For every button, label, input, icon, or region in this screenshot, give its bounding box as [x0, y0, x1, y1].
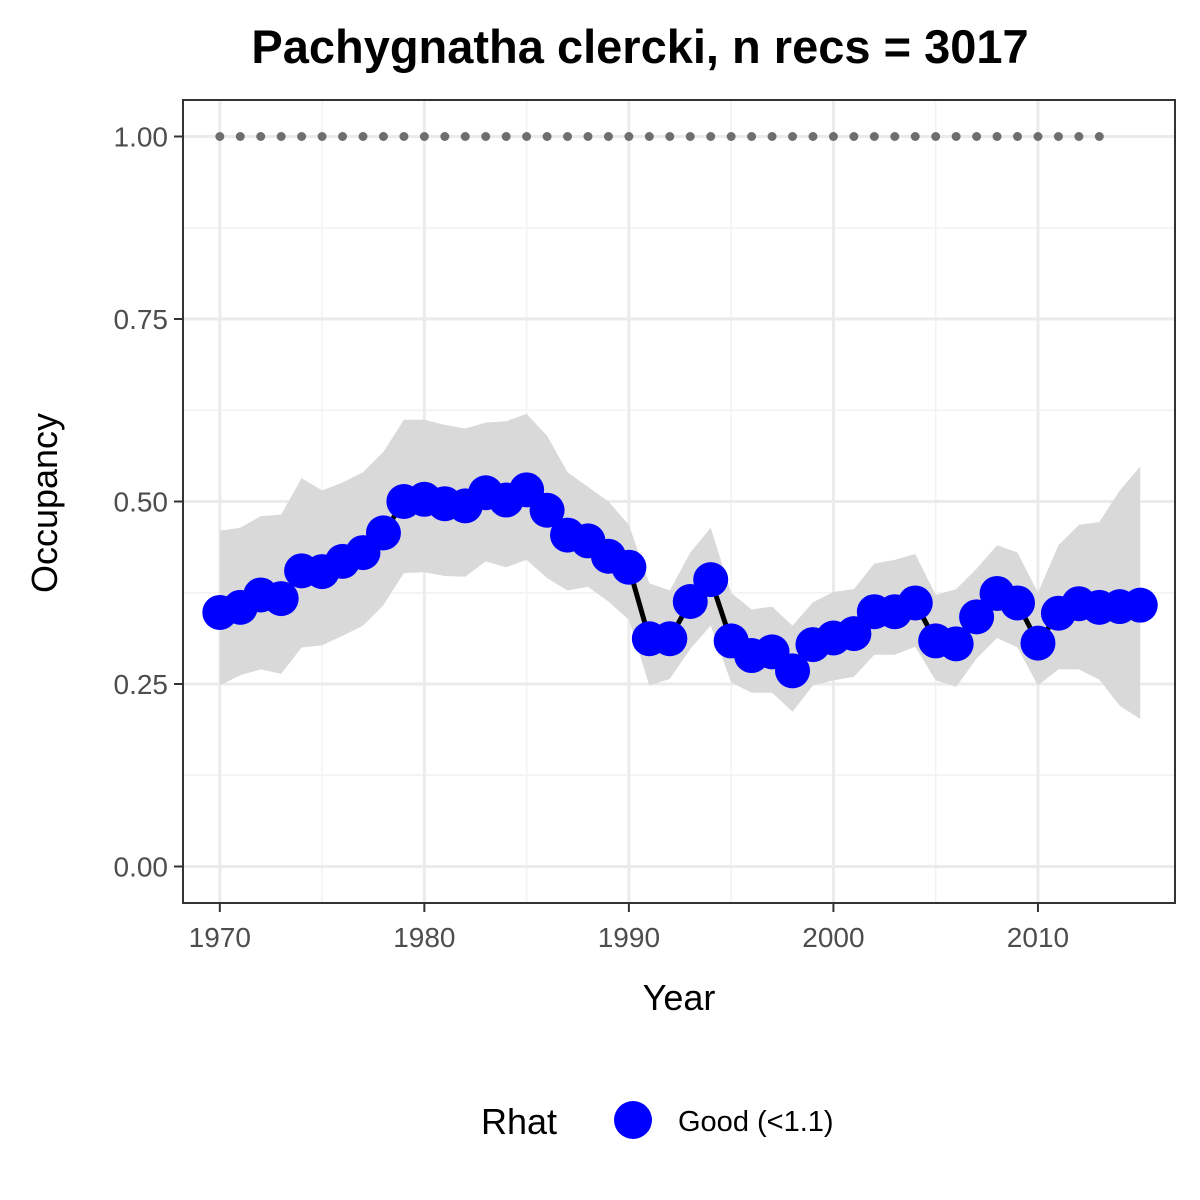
reference-dot: [890, 132, 900, 141]
reference-dot: [235, 132, 245, 141]
data-point: [652, 621, 688, 657]
y-axis-title: Occupancy: [24, 413, 65, 593]
reference-dot: [869, 132, 879, 141]
data-points: [202, 472, 1158, 689]
reference-dot: [1094, 132, 1104, 141]
reference-dot: [726, 132, 736, 141]
y-tick-label: 0.75: [114, 304, 169, 335]
reference-dot: [910, 132, 920, 141]
reference-dot: [338, 132, 348, 141]
reference-dot: [215, 132, 225, 141]
reference-dot: [747, 132, 757, 141]
data-point: [938, 626, 974, 662]
x-tick-label: 2000: [802, 922, 864, 953]
reference-dot: [481, 132, 491, 141]
data-point: [1122, 587, 1158, 623]
legend-key-good: [614, 1101, 652, 1139]
reference-dot: [808, 132, 818, 141]
reference-dot: [1074, 132, 1084, 141]
data-point: [1000, 585, 1036, 621]
reference-dot: [583, 132, 593, 141]
reference-dot: [542, 132, 552, 141]
reference-dot: [1053, 132, 1063, 141]
reference-dot: [399, 132, 409, 141]
reference-dot: [624, 132, 634, 141]
chart-title: Pachygnatha clercki, n recs = 3017: [251, 20, 1028, 73]
data-point: [959, 599, 995, 635]
reference-dot: [849, 132, 859, 141]
y-tick-label: 0.50: [114, 487, 169, 518]
y-tick-label: 0.00: [114, 852, 169, 883]
reference-dot: [706, 132, 716, 141]
reference-dots: [215, 132, 1104, 141]
reference-dot: [440, 132, 450, 141]
reference-dot: [644, 132, 654, 141]
x-tick-label: 1970: [189, 922, 251, 953]
legend-title: Rhat: [481, 1101, 557, 1142]
reference-dot: [522, 132, 532, 141]
x-axis-title: Year: [643, 977, 716, 1018]
data-point: [775, 653, 811, 689]
reference-dot: [828, 132, 838, 141]
data-point: [611, 549, 647, 585]
reference-dot: [419, 132, 429, 141]
data-point: [836, 616, 872, 652]
x-axis-ticks: 1970 1980 1990 2000 2010: [189, 903, 1069, 953]
reference-dot: [378, 132, 388, 141]
reference-dot: [276, 132, 286, 141]
reference-dot: [317, 132, 327, 141]
reference-dot: [501, 132, 511, 141]
data-point: [897, 585, 933, 621]
reference-dot: [297, 132, 307, 141]
reference-dot: [972, 132, 982, 141]
data-point: [263, 581, 299, 617]
x-tick-label: 1980: [393, 922, 455, 953]
y-tick-label: 1.00: [114, 122, 169, 153]
reference-dot: [992, 132, 1002, 141]
reference-dot: [951, 132, 961, 141]
data-point: [365, 515, 401, 551]
reference-dot: [1013, 132, 1023, 141]
y-axis-ticks: 0.00 0.25 0.50 0.75 1.00: [114, 122, 183, 883]
reference-dot: [665, 132, 675, 141]
data-point: [672, 584, 708, 620]
reference-dot: [256, 132, 266, 141]
data-point: [1020, 625, 1056, 661]
x-tick-label: 1990: [598, 922, 660, 953]
legend: Rhat Good (<1.1): [481, 1101, 834, 1142]
reference-dot: [460, 132, 470, 141]
data-point: [693, 562, 729, 598]
reference-dot: [358, 132, 368, 141]
reference-dot: [788, 132, 798, 141]
reference-dot: [603, 132, 613, 141]
legend-label-good: Good (<1.1): [678, 1106, 834, 1138]
reference-dot: [563, 132, 573, 141]
y-tick-label: 0.25: [114, 669, 169, 700]
reference-dot: [1033, 132, 1043, 141]
x-tick-label: 2010: [1007, 922, 1069, 953]
data-point: [529, 492, 565, 528]
reference-dot: [931, 132, 941, 141]
reference-dot: [767, 132, 777, 141]
reference-dot: [685, 132, 695, 141]
